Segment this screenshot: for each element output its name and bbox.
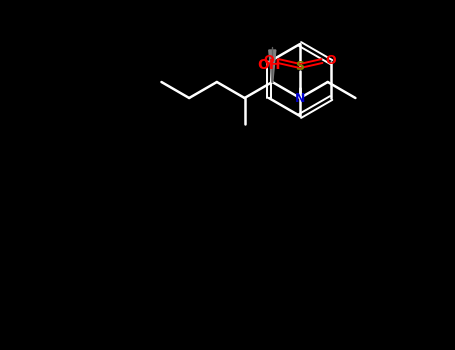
Polygon shape — [269, 50, 276, 82]
Text: N: N — [295, 91, 305, 105]
Text: O: O — [264, 55, 274, 68]
Text: OH: OH — [258, 58, 281, 72]
Text: O: O — [326, 55, 336, 68]
Text: S: S — [295, 60, 304, 72]
